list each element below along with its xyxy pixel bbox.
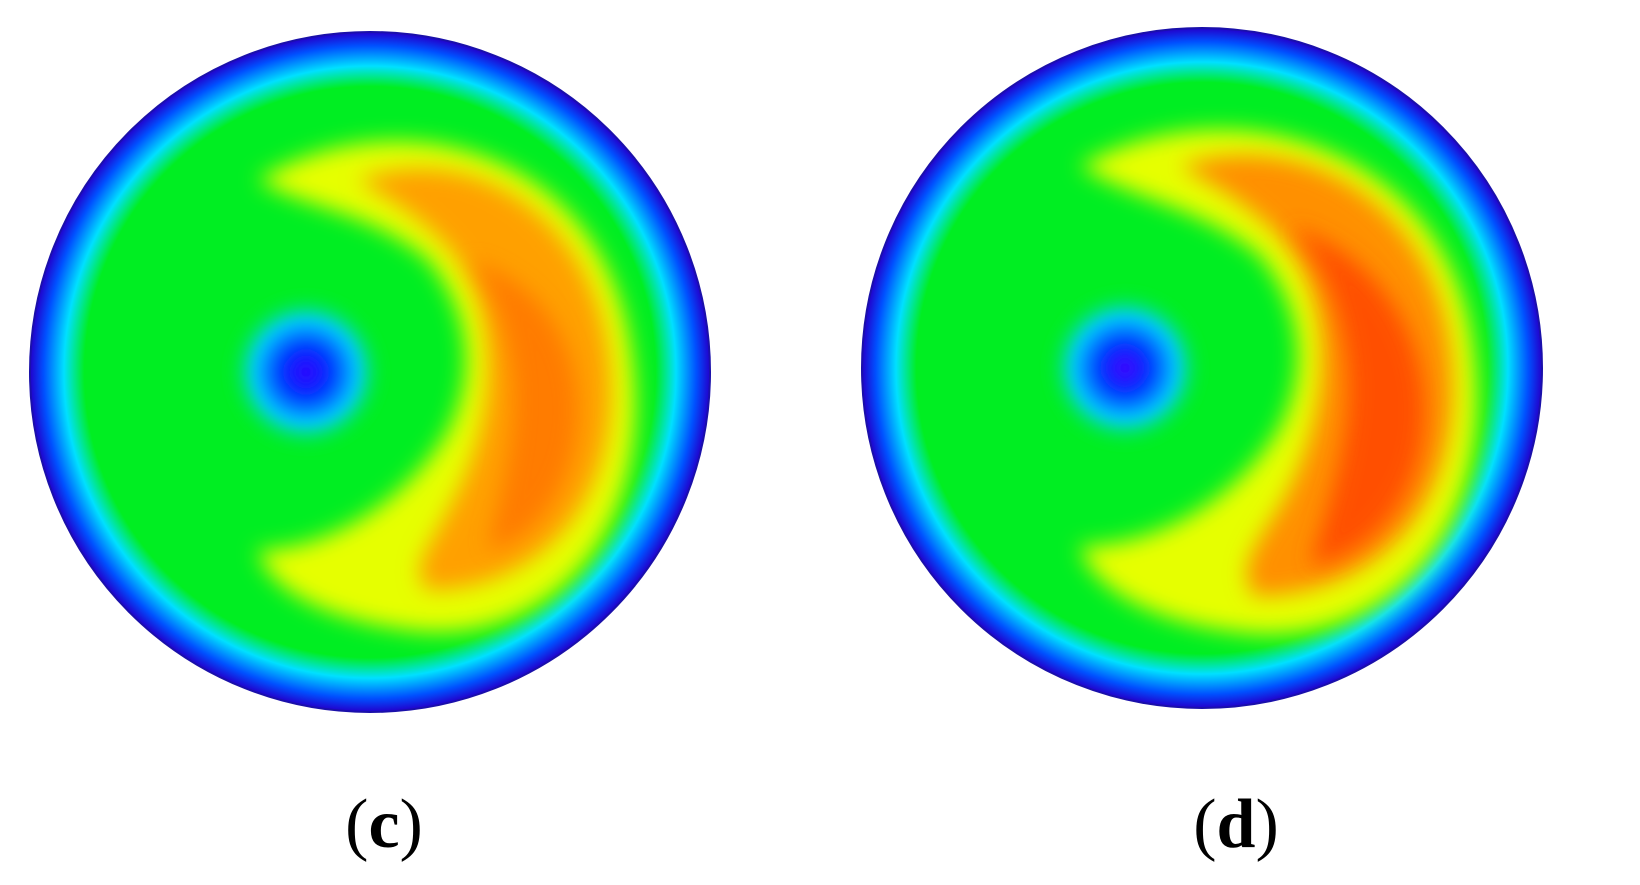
panel-d: (d)	[820, 0, 1640, 885]
crescent-red	[1290, 226, 1425, 566]
disk-outline	[861, 27, 1543, 709]
contour-disk-d	[861, 27, 1543, 709]
panel-c: (c)	[29, 31, 711, 863]
panel-label-c: (c)	[345, 786, 423, 863]
contour-disk-c	[29, 31, 711, 713]
center-low-spot	[1045, 288, 1205, 448]
center-low-spot	[226, 292, 386, 452]
panel-label-d: (d)	[1193, 786, 1279, 863]
disk-outline	[29, 31, 711, 713]
crescent-red	[468, 260, 578, 550]
